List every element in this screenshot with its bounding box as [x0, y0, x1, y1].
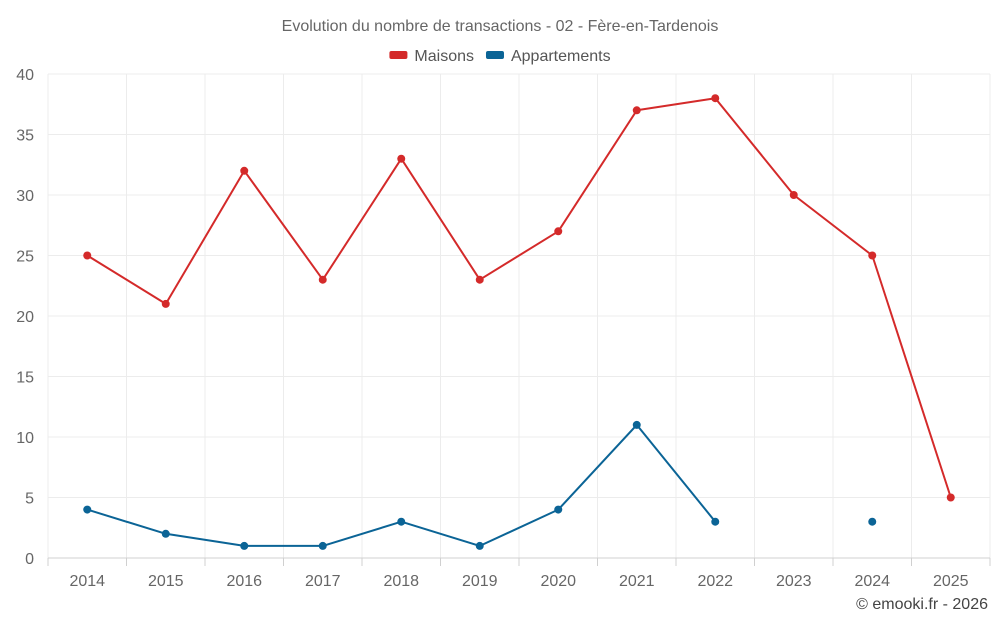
data-point[interactable]	[711, 94, 720, 103]
x-tick-label: 2023	[776, 573, 812, 590]
data-point[interactable]	[240, 166, 249, 175]
data-point[interactable]	[632, 420, 641, 429]
x-tick-label: 2015	[148, 573, 184, 590]
data-point[interactable]	[711, 517, 720, 526]
grid	[47, 73, 991, 558]
x-tick-label: 2016	[226, 573, 262, 590]
x-tick-label: 2024	[854, 573, 890, 590]
series-maisons	[83, 94, 955, 502]
data-point[interactable]	[83, 251, 92, 260]
x-tick-label: 2020	[540, 573, 576, 590]
data-point[interactable]	[868, 517, 877, 526]
legend-label: Maisons	[414, 48, 474, 65]
series-line	[87, 423, 717, 547]
data-point[interactable]	[397, 154, 406, 163]
y-tick-label: 30	[16, 188, 34, 205]
data-point[interactable]	[554, 227, 563, 236]
data-point[interactable]	[475, 541, 484, 550]
data-point[interactable]	[554, 505, 563, 514]
y-tick-label: 40	[16, 67, 34, 84]
legend-swatch	[389, 51, 408, 59]
y-tick-label: 15	[16, 370, 34, 387]
y-tick-label: 35	[16, 128, 34, 145]
y-tick-label: 5	[25, 491, 34, 508]
series-line	[86, 97, 952, 498]
data-point[interactable]	[161, 529, 170, 538]
data-point[interactable]	[946, 493, 955, 502]
legend: Maisons Appartements	[389, 48, 611, 65]
x-tick-label: 2025	[933, 573, 969, 590]
data-point[interactable]	[318, 541, 327, 550]
data-point[interactable]	[83, 505, 92, 514]
data-point[interactable]	[632, 106, 641, 115]
data-point[interactable]	[789, 191, 798, 199]
y-tick-label: 10	[16, 430, 34, 447]
x-tick-label: 2018	[383, 573, 419, 590]
x-tick-label: 2019	[462, 573, 498, 590]
data-point[interactable]	[318, 275, 327, 284]
y-tick-label: 20	[16, 309, 34, 326]
series-layer	[83, 94, 955, 550]
footer-credit: © emooki.fr - 2026	[856, 596, 988, 613]
data-point[interactable]	[475, 275, 484, 284]
x-tick-label: 2021	[619, 573, 655, 590]
series-appartements	[83, 420, 877, 550]
data-point[interactable]	[868, 251, 877, 260]
x-tick-label: 2014	[69, 573, 105, 590]
legend-swatch	[485, 51, 504, 59]
y-tick-label: 25	[16, 249, 34, 266]
chart-title: Evolution du nombre de transactions - 02…	[282, 18, 719, 35]
y-tick-label: 0	[25, 551, 34, 568]
x-tick-label: 2017	[305, 573, 341, 590]
data-point[interactable]	[240, 541, 249, 550]
data-point[interactable]	[161, 299, 170, 308]
data-point[interactable]	[397, 517, 406, 526]
legend-label: Appartements	[511, 48, 611, 65]
x-tick-label: 2022	[697, 573, 733, 590]
